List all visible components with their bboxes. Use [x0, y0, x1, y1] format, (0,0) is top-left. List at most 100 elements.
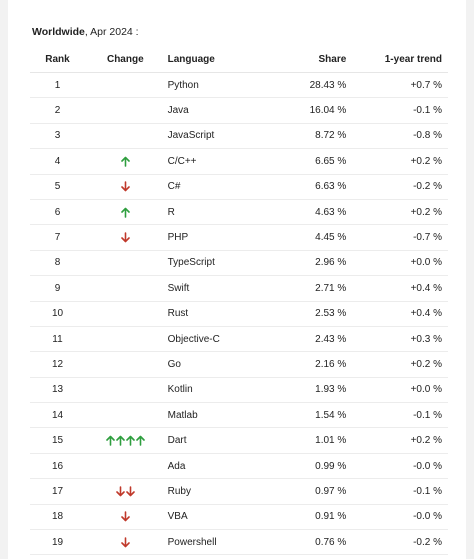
- rank-cell: 11: [30, 326, 85, 353]
- rank-cell: 15: [30, 427, 85, 454]
- table-row: 18 VBA 0.91 % -0.0 %: [30, 504, 448, 531]
- arrow-down-icon: [121, 511, 130, 522]
- table-row: 1 Python 28.43 % +0.7 %: [30, 72, 448, 99]
- language-cell: C#: [165, 174, 276, 200]
- share-cell: 2.71 %: [275, 275, 347, 302]
- table-row: 13 Kotlin 1.93 % +0.0 %: [30, 377, 448, 404]
- rank-cell: 8: [30, 250, 85, 277]
- language-cell: Matlab: [165, 402, 276, 429]
- header-change: Change: [85, 46, 166, 73]
- arrow-up-icon: [121, 207, 130, 218]
- table-row: 5 C# 6.63 % -0.2 %: [30, 174, 448, 200]
- change-cell: [85, 554, 166, 559]
- trend-cell: +0.4 %: [346, 275, 448, 302]
- change-cell: [85, 326, 166, 353]
- rank-cell: 13: [30, 377, 85, 404]
- language-cell: Swift: [165, 275, 276, 302]
- table-row: 2 Java 16.04 % -0.1 %: [30, 97, 448, 124]
- change-arrows: [121, 156, 130, 167]
- share-cell: 6.65 %: [275, 148, 347, 175]
- change-cell: [85, 72, 166, 99]
- share-cell: 1.93 %: [275, 377, 347, 404]
- page-title: Worldwide, Apr 2024 :: [32, 26, 139, 38]
- share-cell: 0.76 %: [275, 529, 347, 556]
- share-cell: 1.01 %: [275, 427, 347, 454]
- change-cell: [85, 453, 166, 480]
- language-cell: Ruby: [165, 478, 276, 505]
- trend-cell: -0.2 %: [346, 529, 448, 556]
- header-language: Language: [165, 46, 276, 73]
- arrow-down-icon: [121, 232, 130, 243]
- header-trend: 1-year trend: [346, 46, 448, 73]
- language-cell: Python: [165, 72, 276, 99]
- change-cell: [85, 478, 166, 505]
- ranking-table: Rank Change Language Share 1-year trend …: [30, 46, 448, 559]
- table-row: 10 Rust 2.53 % +0.4 %: [30, 301, 448, 327]
- arrow-down-icon: [121, 181, 130, 192]
- table-row: 16 Ada 0.99 % -0.0 %: [30, 453, 448, 480]
- language-cell: Powershell: [165, 529, 276, 556]
- arrow-down-icon: [126, 486, 135, 497]
- change-cell: [85, 377, 166, 404]
- rank-cell: 4: [30, 148, 85, 175]
- trend-cell: -0.1 %: [346, 478, 448, 505]
- language-cell: Ada: [165, 453, 276, 480]
- share-cell: 6.63 %: [275, 174, 347, 200]
- change-arrows: [106, 435, 145, 446]
- table-row: 3 JavaScript 8.72 % -0.8 %: [30, 123, 448, 150]
- trend-cell: +0.2 %: [346, 148, 448, 175]
- trend-cell: -0.2 %: [346, 174, 448, 200]
- trend-cell: +0.7 %: [346, 72, 448, 99]
- language-cell: Rust: [165, 301, 276, 327]
- trend-cell: +0.0 %: [346, 377, 448, 404]
- share-cell: 0.99 %: [275, 453, 347, 480]
- rank-cell: 19: [30, 529, 85, 556]
- change-cell: [85, 174, 166, 200]
- rank-cell: 18: [30, 504, 85, 531]
- trend-cell: -0.7 %: [346, 224, 448, 251]
- table-row: 7 PHP 4.45 % -0.7 %: [30, 224, 448, 251]
- share-cell: 16.04 %: [275, 97, 347, 124]
- share-cell: 2.96 %: [275, 250, 347, 277]
- share-cell: 0.97 %: [275, 478, 347, 505]
- header-share: Share: [275, 46, 347, 73]
- trend-cell: -0.8 %: [346, 123, 448, 150]
- share-cell: 0.91 %: [275, 504, 347, 531]
- rank-cell: 9: [30, 275, 85, 302]
- change-cell: [85, 123, 166, 150]
- table-row: 9 Swift 2.71 % +0.4 %: [30, 275, 448, 302]
- trend-cell: +0.2 %: [346, 351, 448, 378]
- rank-cell: 3: [30, 123, 85, 150]
- trend-cell: +0.2 %: [346, 427, 448, 454]
- change-arrows: [116, 486, 135, 497]
- table-row: 17 Ruby 0.97 % -0.1 %: [30, 478, 448, 505]
- share-cell: 4.63 %: [275, 199, 347, 226]
- trend-cell: +0.2 %: [346, 199, 448, 226]
- change-arrows: [121, 181, 130, 192]
- trend-cell: +0.4 %: [346, 301, 448, 327]
- arrow-up-icon: [116, 435, 125, 446]
- trend-cell: -0.1 %: [346, 402, 448, 429]
- arrow-up-icon: [121, 156, 130, 167]
- rank-cell: 6: [30, 199, 85, 226]
- change-cell: [85, 427, 166, 454]
- arrow-down-icon: [116, 486, 125, 497]
- language-cell: Java: [165, 97, 276, 124]
- rank-cell: 7: [30, 224, 85, 251]
- table-row: 8 TypeScript 2.96 % +0.0 %: [30, 250, 448, 277]
- trend-cell: +0.3 %: [346, 326, 448, 353]
- change-cell: [85, 529, 166, 556]
- change-cell: [85, 97, 166, 124]
- share-cell: 8.72 %: [275, 123, 347, 150]
- share-cell: 28.43 %: [275, 72, 347, 99]
- trend-cell: -0.0 %: [346, 453, 448, 480]
- change-arrows: [121, 207, 130, 218]
- table-row: 4 C/C++ 6.65 % +0.2 %: [30, 148, 448, 175]
- arrow-up-icon: [136, 435, 145, 446]
- change-cell: [85, 402, 166, 429]
- change-arrows: [121, 232, 130, 243]
- change-cell: [85, 224, 166, 251]
- language-cell: TypeScript: [165, 250, 276, 277]
- title-date: , Apr 2024 :: [84, 26, 139, 38]
- change-cell: [85, 275, 166, 302]
